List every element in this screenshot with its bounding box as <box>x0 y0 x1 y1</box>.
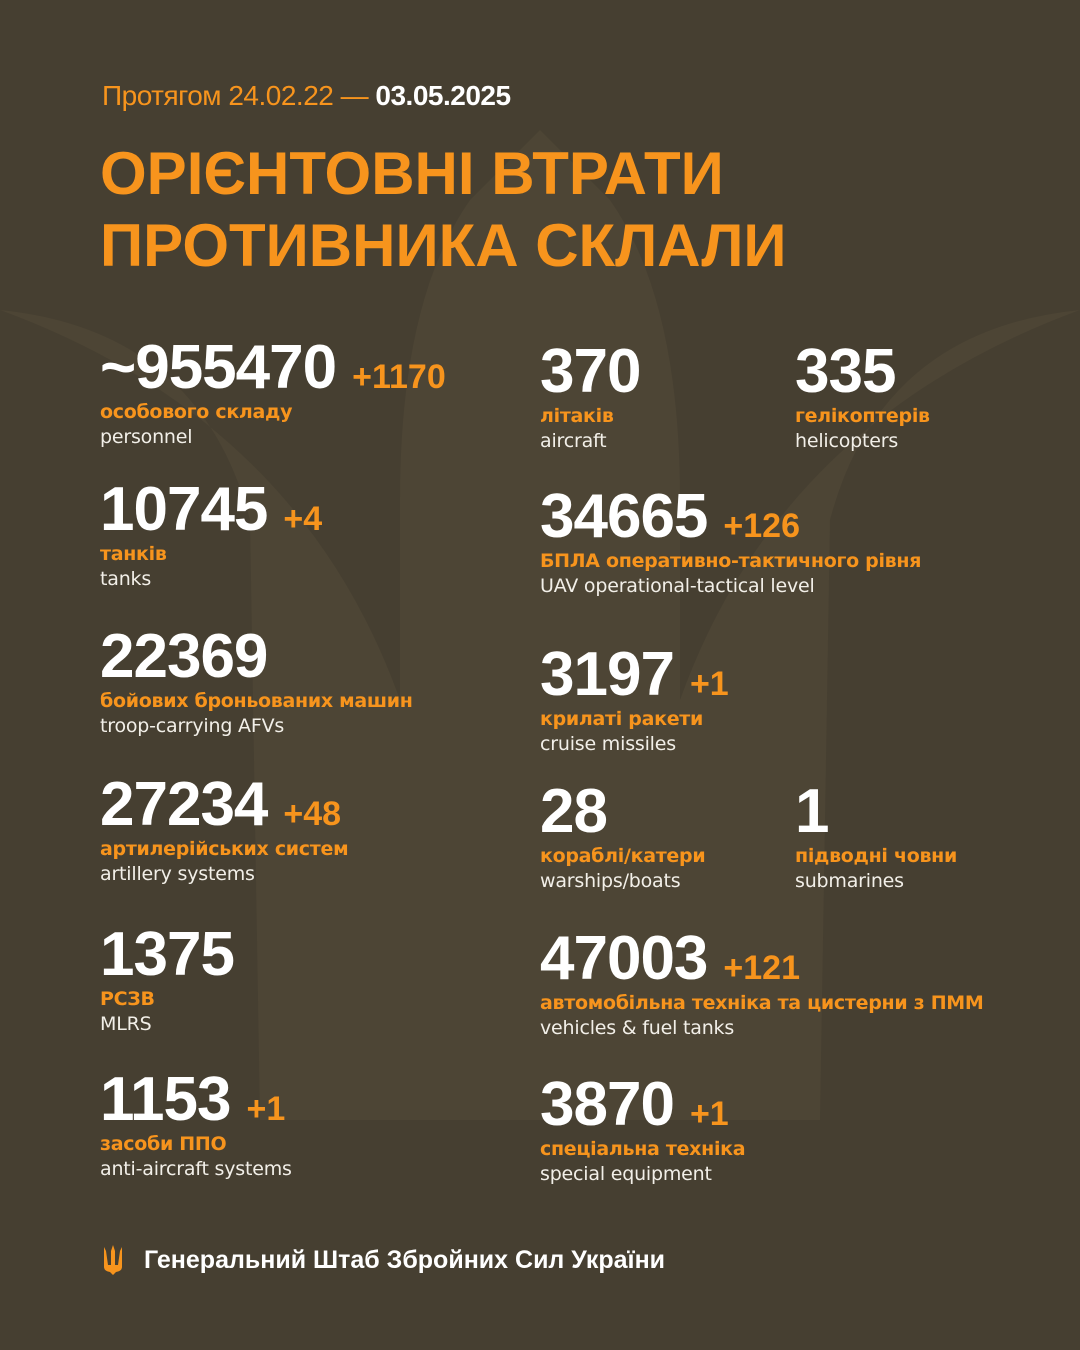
stat-aircraft: 370 літаків aircraft <box>540 337 641 454</box>
stat-artillery: 27234 +48 артилерійських систем artillery… <box>100 773 349 887</box>
footer: Генеральний Штаб Збройних Сил України <box>100 1245 665 1275</box>
title-line-1: ОРІЄНТОВНІ ВТРАТИ <box>100 140 724 207</box>
stat-label-en: aircraft <box>540 430 607 452</box>
stat-value-row: 1153 +1 <box>100 1068 292 1132</box>
stat-value: 3197 <box>540 640 675 709</box>
stat-value-row: 22369 <box>100 625 413 689</box>
period-start: Протягом 24.02.22 — <box>102 80 369 111</box>
stat-uav: 34665 +126 БПЛА оперативно-тактичного рів… <box>540 485 921 599</box>
stat-label-en: personnel <box>100 426 193 448</box>
stat-value-row: 3197 +1 <box>540 643 729 707</box>
stat-label-ua: артилерійських систем <box>100 838 349 860</box>
stat-value: 47003 <box>540 924 708 993</box>
stat-afv: 22369 бойових броньованих машин troop-ca… <box>100 625 413 739</box>
stat-label-ua: кораблі/катери <box>540 845 706 867</box>
stat-value: 1153 <box>100 1065 232 1134</box>
stat-value-row: 1375 <box>100 920 235 989</box>
period-end-date: 03.05.2025 <box>375 80 511 111</box>
stat-value: 22369 <box>100 622 268 691</box>
stat-label-en: MLRS <box>100 1013 152 1035</box>
stat-mlrs: 1375 РСЗВ MLRS <box>100 920 235 1037</box>
stat-label-en: warships/boats <box>540 870 681 892</box>
stat-label-ua: спеціальна техніка <box>540 1138 746 1160</box>
stat-value-row: 34665 +126 <box>540 485 921 549</box>
stat-delta: +1 <box>246 1090 286 1128</box>
stat-label-ua: танків <box>100 543 167 565</box>
stat-label-ua: бойових броньованих машин <box>100 690 413 712</box>
stat-value: 27234 <box>100 770 268 839</box>
stat-cruise-missiles: 3197 +1 крилаті ракети cruise missiles <box>540 643 729 757</box>
stat-label-ua: особового складу <box>100 401 293 423</box>
stat-anti-aircraft: 1153 +1 засоби ППО anti-aircraft systems <box>100 1068 292 1182</box>
stat-value-row: 47003 +121 <box>540 927 984 991</box>
stat-label-ua: крилаті ракети <box>540 708 704 730</box>
stat-delta: +121 <box>723 949 801 987</box>
stat-label-en: cruise missiles <box>540 733 676 755</box>
stat-label-ua: гелікоптерів <box>795 405 930 427</box>
period-range: Протягом 24.02.22 — 03.05.2025 <box>102 80 511 112</box>
stat-delta: +126 <box>723 507 801 545</box>
stat-personnel: ~955470 +1170 особового складу personnel <box>100 336 446 450</box>
stat-delta: +4 <box>283 500 323 538</box>
stat-delta: +1 <box>689 665 729 703</box>
stat-delta: +1 <box>689 1095 729 1133</box>
stat-label-ua: БПЛА оперативно-тактичного рівня <box>540 550 922 572</box>
stat-label-en: artillery systems <box>100 863 255 885</box>
stat-value-row: 335 <box>795 340 930 404</box>
stat-value: 3870 <box>540 1070 675 1139</box>
stat-delta: +48 <box>283 795 342 833</box>
title-line-2: ПРОТИВНИКА СКЛАЛИ <box>100 212 787 279</box>
trident-icon <box>104 1245 122 1275</box>
stat-value: 34665 <box>540 482 708 551</box>
stat-label-en: tanks <box>100 568 152 590</box>
footer-org-name: Генеральний Штаб Збройних Сил України <box>144 1245 666 1274</box>
stat-label-en: special equipment <box>540 1163 712 1185</box>
stat-tanks: 10745 +4 танків tanks <box>100 478 322 592</box>
stat-label-ua: автомобільна техніка та цистерни з ПММ <box>540 992 984 1014</box>
stat-label-en: vehicles & fuel tanks <box>540 1017 735 1039</box>
stat-label-ua: засоби ППО <box>100 1133 227 1155</box>
stat-label-ua: РСЗВ <box>100 988 155 1010</box>
stat-label-en: anti-aircraft systems <box>100 1158 292 1180</box>
stat-special-equipment: 3870 +1 спеціальна техніка special equipm… <box>540 1073 746 1187</box>
page-title: ОРІЄНТОВНІ ВТРАТИ ПРОТИВНИКА СКЛАЛИ <box>100 138 787 282</box>
stat-vehicles: 47003 +121 автомобільна техніка та цистер… <box>540 927 984 1041</box>
stat-value: 335 <box>795 337 896 406</box>
stat-value: 1 <box>795 777 829 846</box>
stat-value-row: 10745 +4 <box>100 478 322 542</box>
stat-value-row: 27234 +48 <box>100 773 348 837</box>
stat-value: 1375 <box>100 920 235 989</box>
stat-value-row: 370 <box>540 337 641 406</box>
stat-value: 370 <box>540 337 641 406</box>
stat-label-ua: літаків <box>540 405 614 427</box>
stat-label-en: troop-carrying AFVs <box>100 715 285 737</box>
stat-value: 28 <box>540 777 608 846</box>
stat-label-en: helicopters <box>795 430 899 452</box>
stat-value-row: ~955470 +1170 <box>100 336 446 400</box>
stat-value-row: 28 <box>540 780 705 844</box>
stat-submarines: 1 підводні човни submarines <box>795 780 957 894</box>
stat-helicopters: 335 гелікоптерів helicopters <box>795 340 930 454</box>
stat-value-row: 1 <box>795 780 957 844</box>
stat-value: 10745 <box>100 475 268 544</box>
stat-label-ua: підводні човни <box>795 845 958 867</box>
stat-warships: 28 кораблі/катери warships/boats <box>540 780 706 894</box>
stat-delta: +1170 <box>352 358 446 396</box>
stat-label-en: submarines <box>795 870 904 892</box>
stat-value: ~955470 <box>100 333 337 402</box>
stat-label-en: UAV operational-tactical level <box>540 575 815 597</box>
stat-value-row: 3870 +1 <box>540 1073 745 1137</box>
